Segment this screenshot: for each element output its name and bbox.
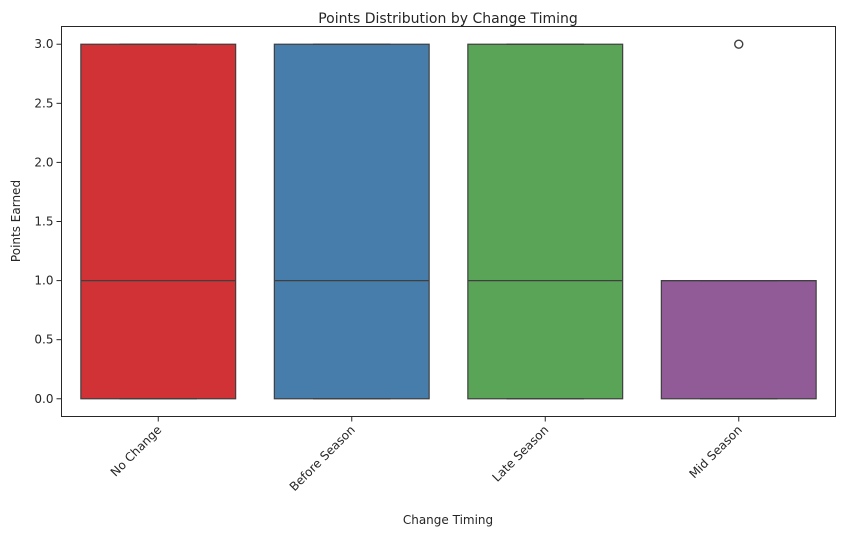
outlier-point [734, 39, 744, 49]
x-axis-label: Change Timing [403, 513, 493, 527]
chart-title: Points Distribution by Change Timing [318, 11, 578, 27]
box-group-1 [273, 43, 430, 400]
y-tick-label: 2.0 [34, 155, 53, 169]
y-axis: 0.0 0.5 1.0 1.5 2.0 2.5 3.0 [34, 37, 62, 406]
y-tick-label: 0.5 [34, 333, 53, 347]
x-tick-label: No Change [108, 423, 165, 480]
box-rect [273, 43, 430, 400]
x-axis: No Change Before Season Late Season Mid Sea… [108, 416, 745, 494]
y-tick-label: 2.5 [34, 96, 53, 110]
y-tick-label: 1.5 [34, 215, 53, 229]
x-tick-label: Late Season [489, 423, 551, 485]
y-tick-label: 0.0 [34, 392, 53, 406]
box-group-2 [467, 43, 624, 400]
y-tick-label: 3.0 [34, 37, 53, 51]
box-group-0 [80, 43, 237, 400]
plot-area [80, 39, 817, 400]
box-rect [660, 279, 817, 400]
box-rect [467, 43, 624, 400]
box-rect [80, 43, 237, 400]
box-group-3 [660, 39, 817, 400]
y-axis-label: Points Earned [9, 180, 23, 262]
x-tick-label: Mid Season [686, 423, 744, 481]
y-tick-label: 1.0 [34, 274, 53, 288]
x-tick-label: Before Season [287, 423, 358, 494]
